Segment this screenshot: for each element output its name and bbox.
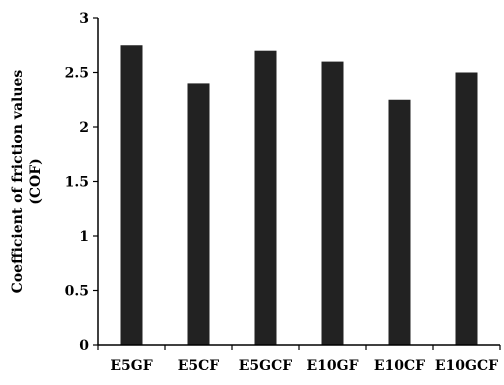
y-axis-label: Coefficient of friction values (COF) xyxy=(10,70,44,294)
y-tick-label: 1 xyxy=(79,229,89,245)
bar-e5cf xyxy=(187,83,210,346)
y-ticks-group: 0 0.5 1 1.5 2 2.5 3 xyxy=(65,11,98,354)
y-tick-label: 0 xyxy=(79,338,89,354)
y-tick-label: 0.5 xyxy=(65,284,89,300)
x-tick-label: E5CF xyxy=(178,358,220,374)
bar-e5gf xyxy=(120,45,143,345)
y-tick-label: 1.5 xyxy=(65,175,89,191)
x-ticks-group: E5GF E5CF E5GCF E10GF E10CF E10GCF xyxy=(97,345,501,374)
bars-group xyxy=(120,45,478,346)
x-tick-label: E5GCF xyxy=(239,358,293,374)
y-axis-label-line: (COF) xyxy=(28,158,44,205)
y-axis-label-line: Coefficient of friction values xyxy=(10,70,26,294)
y-tick-label: 2 xyxy=(79,120,89,136)
axes-group xyxy=(97,18,500,346)
x-tick-label: E10CF xyxy=(374,358,425,374)
bar-e10cf xyxy=(388,99,411,345)
bar-e10gcf xyxy=(455,72,478,345)
y-tick-label: 3 xyxy=(79,11,89,27)
bar-e5gcf xyxy=(254,50,277,345)
x-tick-label: E10GF xyxy=(306,358,358,374)
y-tick-label: 2.5 xyxy=(65,66,89,82)
x-tick-label: E5GF xyxy=(110,358,152,374)
x-tick-label: E10GCF xyxy=(435,358,498,374)
bar-e10gf xyxy=(321,61,344,345)
